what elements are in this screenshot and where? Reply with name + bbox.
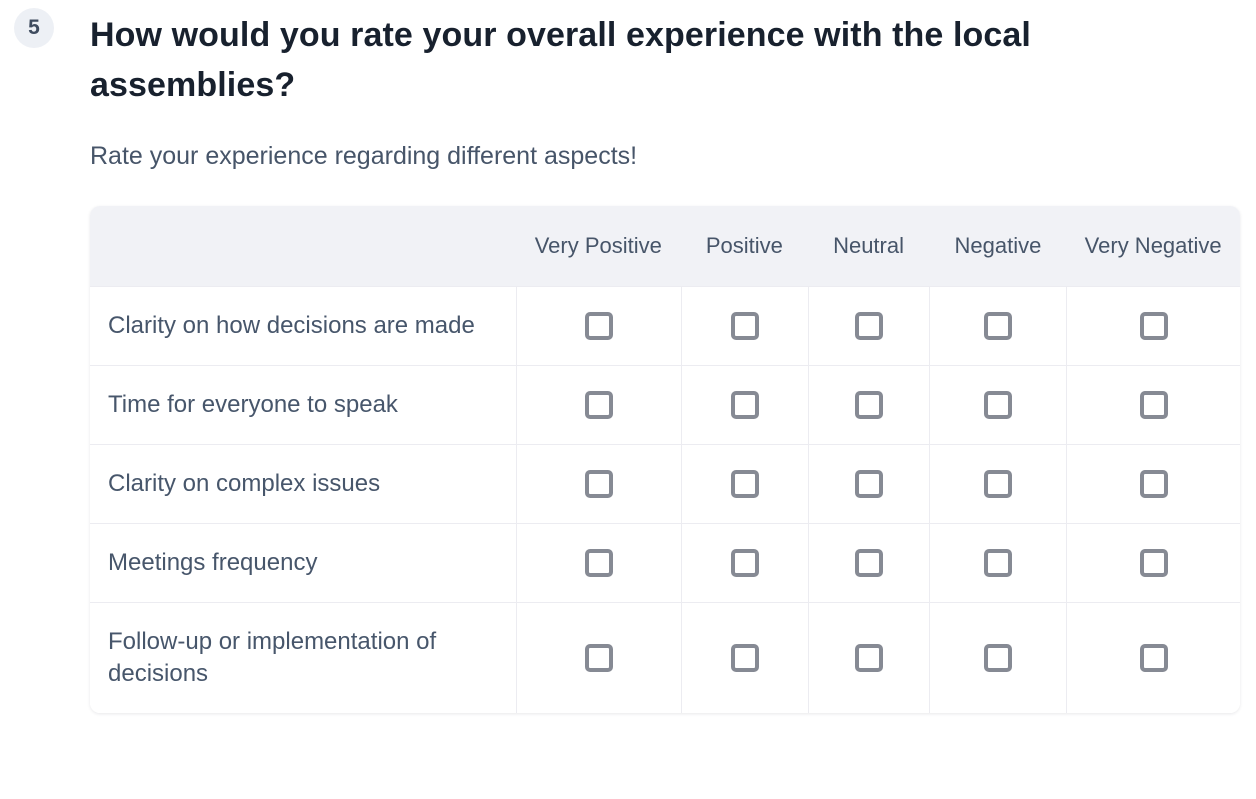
checkbox-r1-c0[interactable] [584, 391, 613, 419]
row-label: Clarity on complex issues [90, 444, 516, 523]
row-label: Meetings frequency [90, 523, 516, 602]
checkbox-r2-c1[interactable] [730, 470, 759, 498]
column-header-positive: Positive [681, 206, 808, 286]
checkbox-r4-c1[interactable] [730, 644, 759, 672]
checkbox-r4-c4[interactable] [1139, 644, 1168, 672]
checkbox-r1-c1[interactable] [730, 391, 759, 419]
question-subtitle: Rate your experience regarding different… [90, 142, 638, 170]
row-label: Follow-up or implementation of decisions [90, 602, 516, 713]
checkbox-r3-c3[interactable] [984, 549, 1013, 577]
column-header-neutral: Neutral [807, 206, 930, 286]
matrix-row-time-to-speak: Time for everyone to speak [90, 365, 1240, 444]
checkbox-r2-c2[interactable] [855, 470, 884, 498]
column-header-very-negative: Very Negative [1066, 206, 1240, 286]
cell-r0-c1 [681, 286, 808, 365]
cell-r4-c4 [1066, 602, 1240, 713]
cell-r0-c2 [807, 286, 930, 365]
cell-r2-c1 [681, 444, 808, 523]
checkbox-r4-c0[interactable] [584, 644, 613, 672]
question-number: 5 [28, 16, 40, 39]
row-label: Clarity on how decisions are made [90, 286, 516, 365]
rating-matrix-table: Very Positive Positive Neutral Negative … [90, 206, 1240, 713]
cell-r2-c0 [515, 444, 682, 523]
row-label: Time for everyone to speak [90, 365, 516, 444]
checkbox-r0-c2[interactable] [855, 312, 884, 340]
checkbox-r0-c1[interactable] [730, 312, 759, 340]
matrix-row-clarity-complex: Clarity on complex issues [90, 444, 1240, 523]
matrix-header-row: Very Positive Positive Neutral Negative … [90, 206, 1240, 286]
cell-r3-c1 [681, 523, 808, 602]
checkbox-r4-c3[interactable] [984, 644, 1013, 672]
checkbox-r3-c2[interactable] [855, 549, 884, 577]
checkbox-r1-c4[interactable] [1139, 391, 1168, 419]
question-number-badge: 5 [14, 8, 54, 48]
checkbox-r2-c3[interactable] [984, 470, 1013, 498]
checkbox-r3-c4[interactable] [1139, 549, 1168, 577]
cell-r2-c4 [1066, 444, 1240, 523]
cell-r1-c0 [515, 365, 682, 444]
checkbox-r3-c1[interactable] [730, 549, 759, 577]
checkbox-r2-c0[interactable] [584, 470, 613, 498]
cell-r0-c3 [929, 286, 1067, 365]
cell-r3-c2 [807, 523, 930, 602]
cell-r3-c0 [515, 523, 682, 602]
checkbox-r0-c3[interactable] [984, 312, 1013, 340]
question-content: How would you rate your overall experien… [90, 0, 1240, 713]
cell-r1-c1 [681, 365, 808, 444]
checkbox-r0-c0[interactable] [584, 312, 613, 340]
cell-r2-c2 [807, 444, 930, 523]
cell-r4-c0 [515, 602, 682, 713]
cell-r4-c3 [929, 602, 1067, 713]
matrix-row-clarity-decisions: Clarity on how decisions are made [90, 286, 1240, 365]
cell-r3-c3 [929, 523, 1067, 602]
column-header-negative: Negative [929, 206, 1067, 286]
cell-r1-c3 [929, 365, 1067, 444]
cell-r0-c0 [515, 286, 682, 365]
cell-r1-c4 [1066, 365, 1240, 444]
checkbox-r2-c4[interactable] [1139, 470, 1168, 498]
checkbox-r1-c3[interactable] [984, 391, 1013, 419]
checkbox-r0-c4[interactable] [1139, 312, 1168, 340]
column-header-very-positive: Very Positive [515, 206, 682, 286]
cell-r2-c3 [929, 444, 1067, 523]
checkbox-r1-c2[interactable] [855, 391, 884, 419]
cell-r4-c2 [807, 602, 930, 713]
cell-r3-c4 [1066, 523, 1240, 602]
cell-r4-c1 [681, 602, 808, 713]
rating-matrix-container: Very Positive Positive Neutral Negative … [90, 206, 1240, 713]
question-title: How would you rate your overall experien… [90, 16, 1031, 104]
matrix-row-follow-up: Follow-up or implementation of decisions [90, 602, 1240, 713]
checkbox-r4-c2[interactable] [855, 644, 884, 672]
matrix-corner-cell [90, 206, 516, 286]
checkbox-r3-c0[interactable] [584, 549, 613, 577]
cell-r0-c4 [1066, 286, 1240, 365]
matrix-row-meetings-frequency: Meetings frequency [90, 523, 1240, 602]
cell-r1-c2 [807, 365, 930, 444]
